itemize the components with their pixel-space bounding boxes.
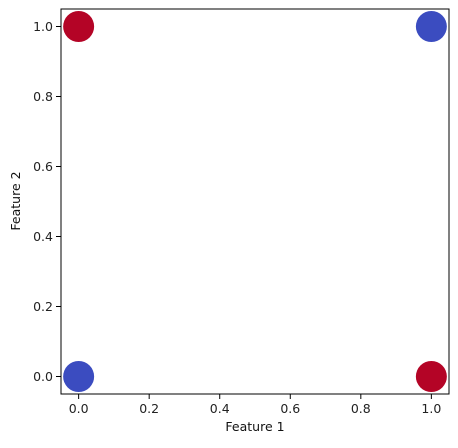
y-axis-ticks: 0.0 0.2 0.4 0.6 0.8 1.0 bbox=[33, 19, 61, 384]
data-points bbox=[63, 11, 447, 392]
x-tick-label: 0.8 bbox=[351, 401, 371, 416]
y-tick-label: 0.8 bbox=[33, 89, 53, 104]
x-tick-label: 0.6 bbox=[280, 401, 300, 416]
scatter-point-class-1 bbox=[63, 11, 95, 42]
scatter-point-class-1 bbox=[415, 361, 447, 392]
x-tick-label: 0.4 bbox=[210, 401, 230, 416]
y-tick-label: 1.0 bbox=[33, 19, 53, 34]
scatter-point-class-0 bbox=[63, 361, 95, 392]
y-tick-label: 0.4 bbox=[33, 229, 53, 244]
x-axis-label: Feature 1 bbox=[225, 419, 284, 434]
y-tick-label: 0.0 bbox=[33, 369, 53, 384]
x-tick-label: 0.2 bbox=[139, 401, 159, 416]
y-tick-label: 0.2 bbox=[33, 299, 53, 314]
plot-area bbox=[60, 8, 450, 395]
x-axis-ticks: 0.0 0.2 0.4 0.6 0.8 1.0 bbox=[69, 394, 441, 416]
x-tick-label: 0.0 bbox=[69, 401, 89, 416]
x-tick-label: 1.0 bbox=[421, 401, 441, 416]
y-tick-label: 0.6 bbox=[33, 159, 53, 174]
scatter-point-class-0 bbox=[415, 11, 447, 42]
y-axis-label: Feature 2 bbox=[8, 171, 23, 230]
